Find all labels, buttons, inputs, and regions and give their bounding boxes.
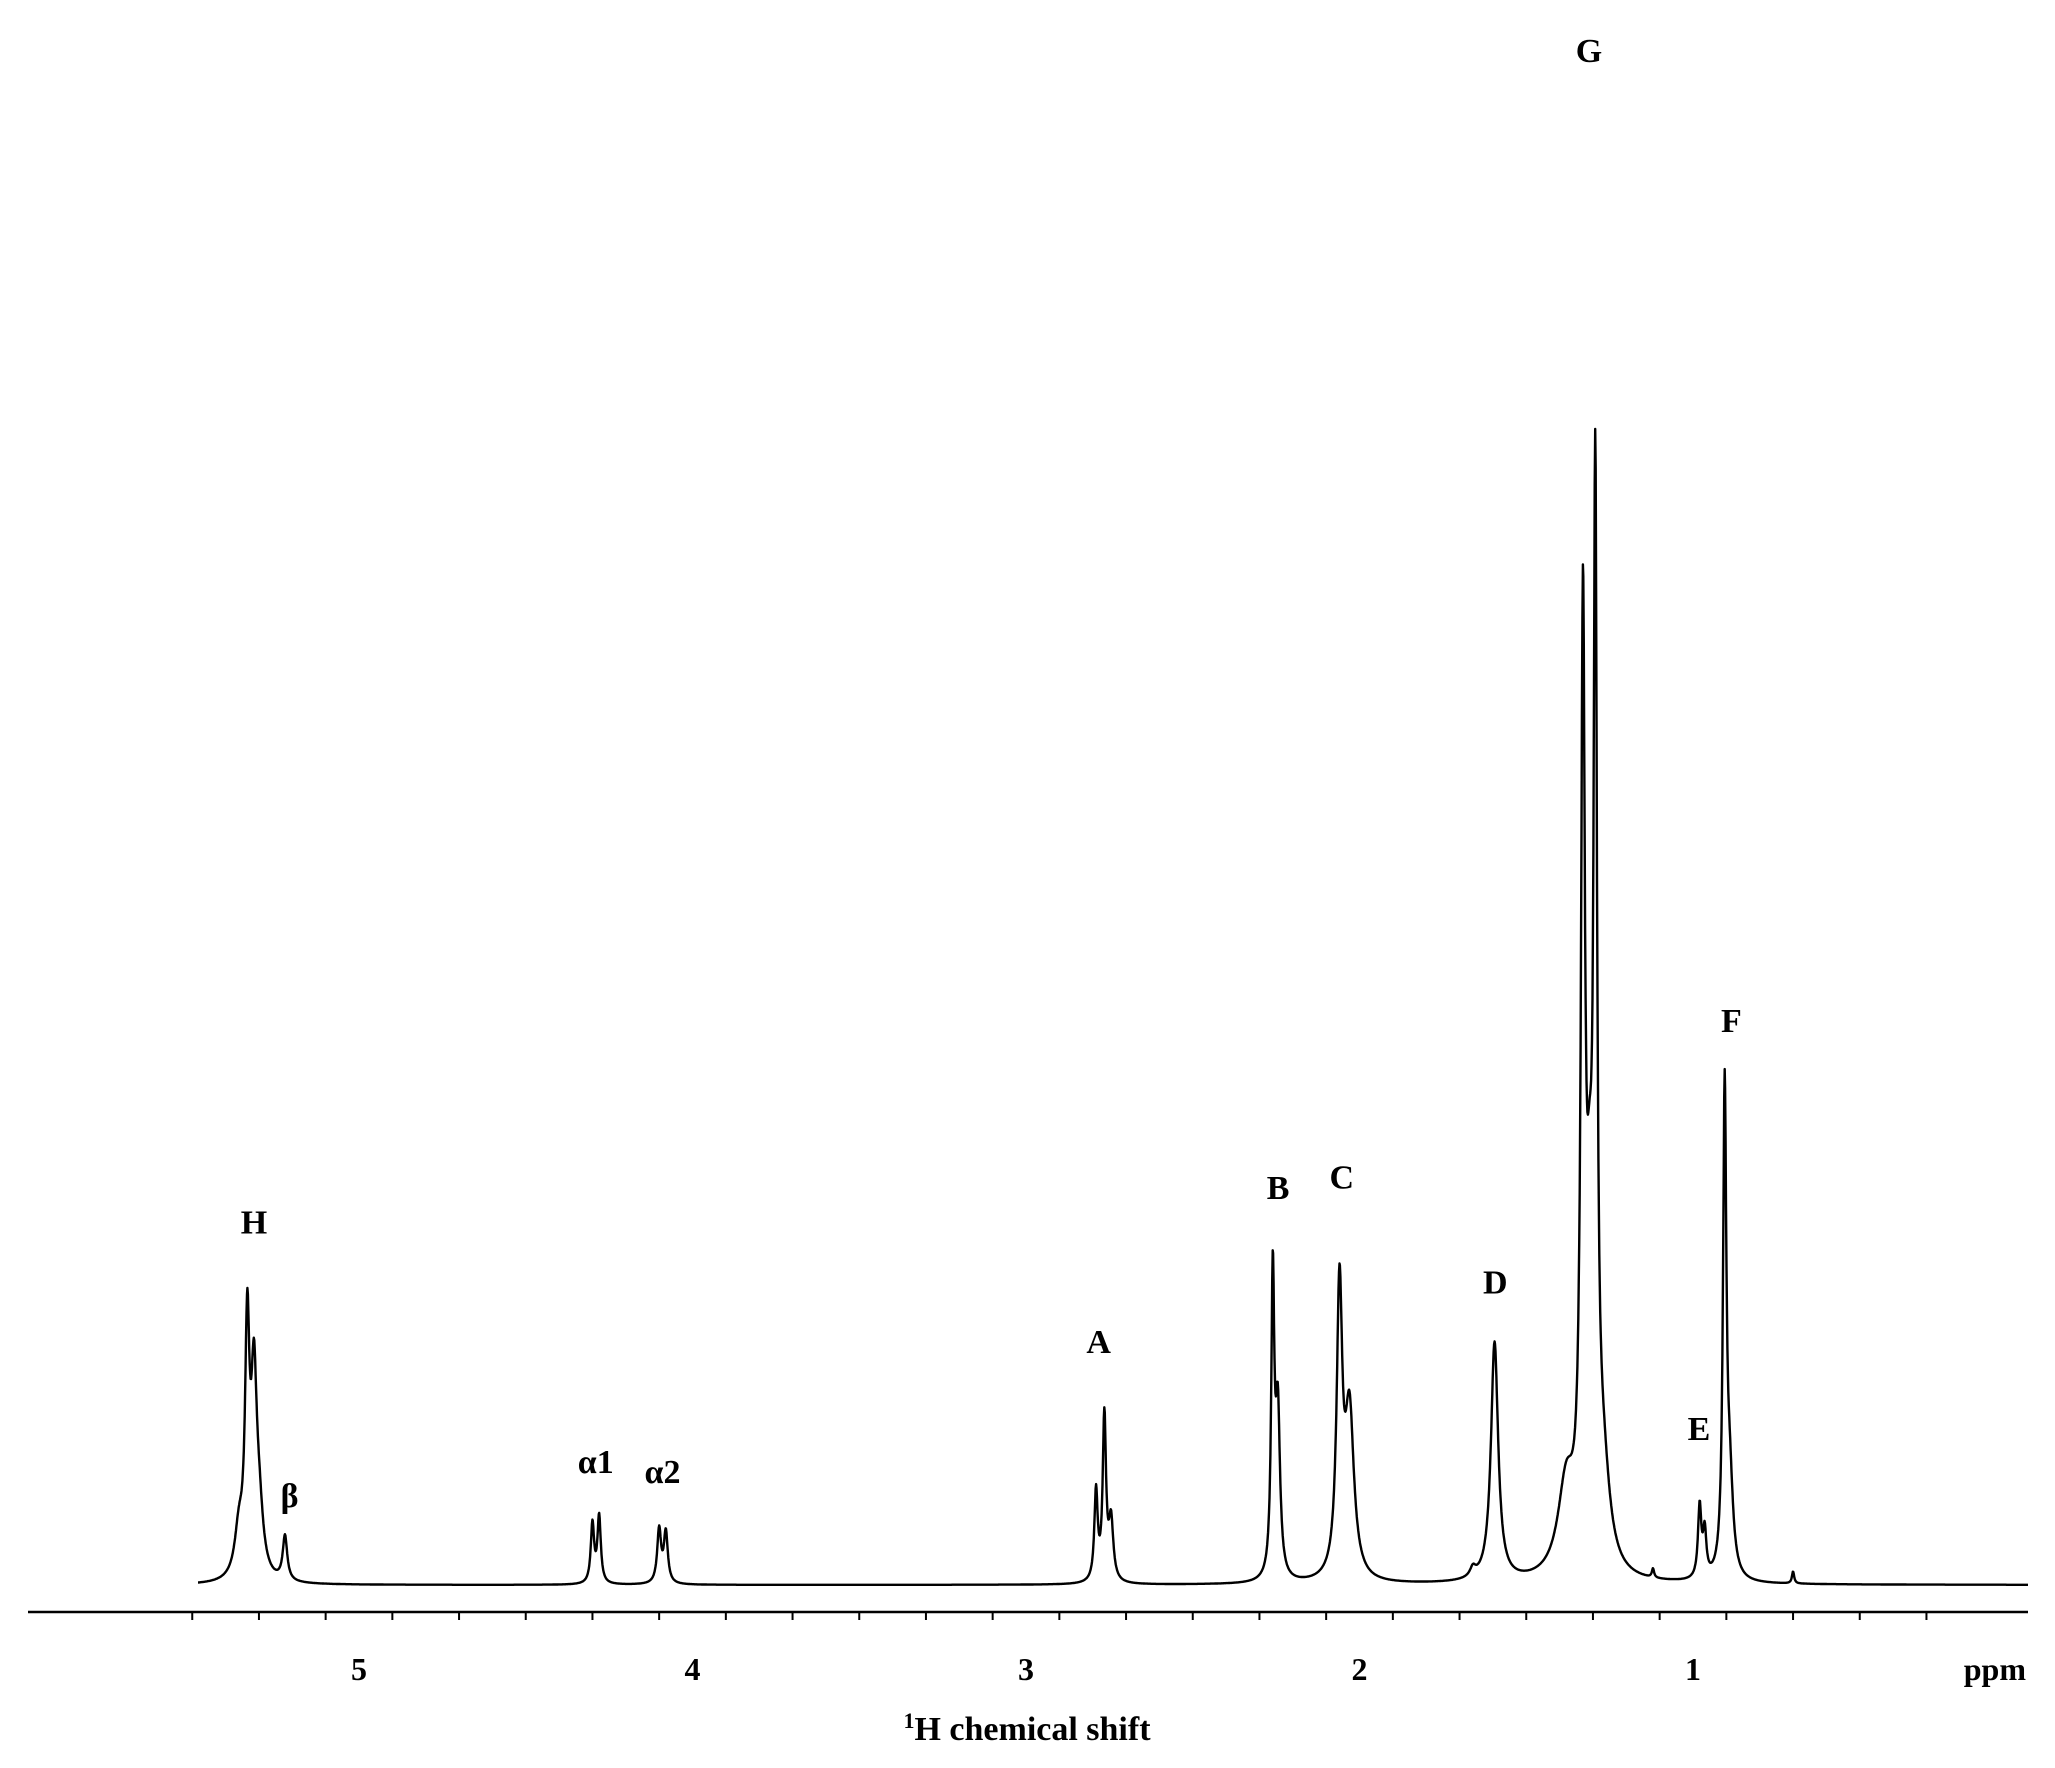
x-tick-label: 5 [351, 1651, 367, 1687]
x-tick-label: 3 [1018, 1651, 1034, 1687]
peak-label: C [1330, 1160, 1355, 1197]
x-tick-label: 4 [685, 1651, 701, 1687]
peak-label: α2 [644, 1454, 680, 1491]
peak-label: F [1721, 1003, 1742, 1040]
peak-label: B [1267, 1170, 1290, 1207]
peak-labels: Hβ α1 α2 A B C D G E F [241, 33, 1742, 1515]
peak-label: E [1688, 1411, 1711, 1448]
x-axis-title-text: H chemical shift [914, 1711, 1151, 1748]
peak-label: H [241, 1205, 267, 1242]
peak-label: A [1086, 1324, 1111, 1361]
spectrum-trace [197, 427, 2029, 1586]
peak-label: D [1483, 1264, 1508, 1301]
peak-label: G [1576, 33, 1602, 70]
x-axis-title: 1H chemical shift [903, 1708, 1151, 1748]
x-axis-unit: ppm [1964, 1651, 2027, 1687]
x-axis-ticks [191, 1612, 1928, 1620]
x-tick-label: 2 [1352, 1651, 1368, 1687]
x-axis-title-superscript: 1 [903, 1708, 914, 1733]
peak-label: α1 [578, 1444, 614, 1481]
x-axis-tick-labels: 5 4 3 2 1 [351, 1651, 1701, 1687]
x-tick-label: 1 [1685, 1651, 1701, 1687]
peak-label: β [281, 1478, 299, 1515]
